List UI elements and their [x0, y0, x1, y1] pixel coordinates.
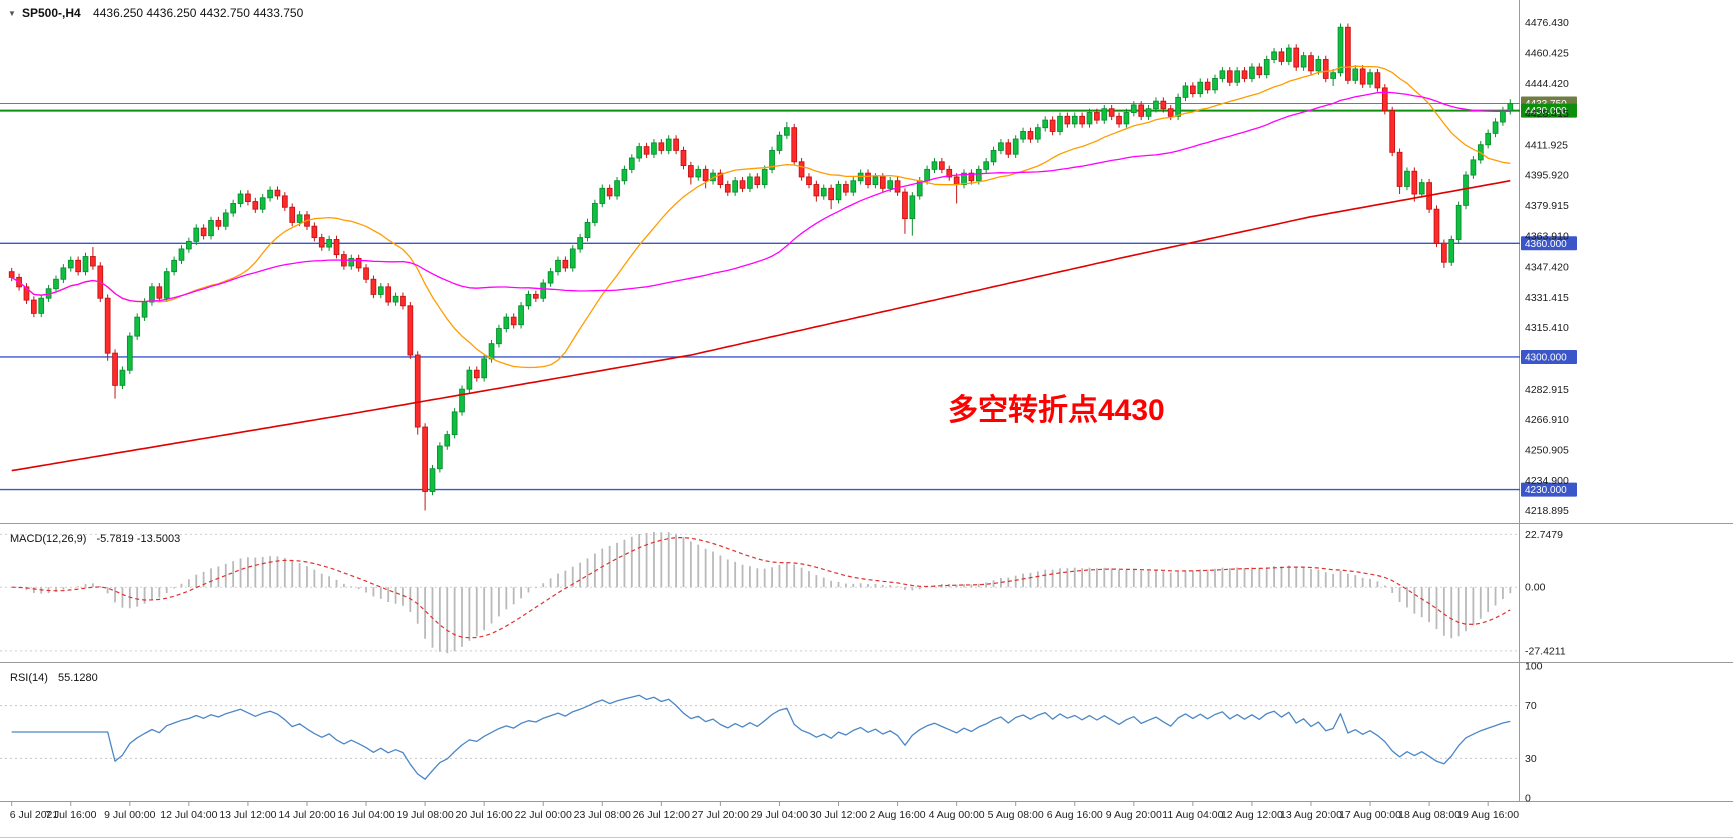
rsi-axis-label: 70 — [1525, 700, 1537, 712]
time-axis-label: 19 Jul 08:00 — [396, 809, 453, 821]
time-axis-label: 4 Aug 00:00 — [929, 809, 985, 821]
time-axis-label: 22 Jul 00:00 — [515, 809, 572, 821]
ohlc-values: 4436.250 4436.250 4432.750 4433.750 — [93, 6, 304, 20]
time-axis-strip[interactable] — [0, 801, 1733, 838]
price-axis-label: 4218.895 — [1525, 505, 1569, 517]
time-axis-label: 30 Jul 12:00 — [810, 809, 867, 821]
rsi-title: RSI(14) — [10, 672, 48, 684]
time-axis-label: 14 Jul 20:00 — [278, 809, 335, 821]
time-axis-label: 12 Aug 12:00 — [1221, 809, 1283, 821]
chart-annotation: 多空转折点4430 — [948, 394, 1165, 427]
time-axis-label: 27 Jul 20:00 — [692, 809, 749, 821]
time-axis-label: 13 Aug 20:00 — [1280, 809, 1342, 821]
ma-fast-line — [11, 65, 1511, 369]
horizontal-price-lines — [0, 103, 1520, 491]
price-axis-label: 4379.915 — [1525, 200, 1569, 212]
price-axis-label: 4331.415 — [1525, 292, 1569, 304]
time-axis-label: 5 Aug 08:00 — [988, 809, 1044, 821]
time-axis-label: 7 Jul 16:00 — [45, 809, 97, 821]
price-line-badge — [1521, 349, 1577, 364]
symbol-dropdown-icon[interactable]: ▼ — [8, 9, 16, 18]
macd-axis-label: 22.7479 — [1525, 529, 1563, 541]
price-axis-label: 4411.925 — [1525, 139, 1568, 151]
price-axis-label: 4250.905 — [1525, 444, 1569, 456]
ma-medium-line — [11, 91, 1511, 303]
price-line-badge-label: 4430.000 — [1525, 106, 1567, 117]
time-axis-label: 9 Jul 00:00 — [104, 809, 156, 821]
price-axis-strip[interactable] — [1519, 0, 1733, 801]
moving-averages — [11, 65, 1511, 472]
macd-axis-label: 0.00 — [1525, 582, 1546, 594]
time-axis-label: 2 Aug 16:00 — [870, 809, 926, 821]
time-axis-label: 11 Aug 04:00 — [1162, 809, 1223, 821]
macd-header: MACD(12,26,9) -5.7819 -13.5003 — [10, 533, 180, 545]
rsi-value: 55.1280 — [58, 672, 98, 684]
price-axis-label: 4347.420 — [1525, 262, 1569, 274]
price-badges: 4433.7504430.0004360.0004300.0004230.000 — [1521, 96, 1577, 497]
rsi-axis-label: 30 — [1525, 753, 1537, 765]
price-axis-label: 4282.915 — [1525, 384, 1569, 396]
time-axis-label: 26 Jul 12:00 — [633, 809, 690, 821]
price-axis-label: 4315.410 — [1525, 322, 1569, 334]
price-line-badge-label: 4360.000 — [1525, 239, 1567, 250]
price-axis-label: 4460.425 — [1525, 47, 1569, 59]
price-axis-label: 4395.920 — [1525, 170, 1569, 182]
price-axis-label: 4234.900 — [1525, 475, 1569, 487]
macd-values: -5.7819 -13.5003 — [96, 533, 180, 545]
time-axis-label: 17 Aug 00:00 — [1339, 809, 1401, 821]
macd-signal-line — [11, 536, 1511, 639]
price-axis-label: 4428.415 — [1525, 108, 1569, 120]
rsi-axis-label: 0 — [1525, 793, 1531, 805]
time-axis-label: 6 Jul 2021 — [10, 809, 59, 821]
symbol-timeframe-label: SP500-,H4 — [22, 6, 81, 20]
price-axis-label: 4476.430 — [1525, 17, 1569, 29]
ma-slow-line — [11, 179, 1511, 472]
rsi-axis-label: 100 — [1525, 661, 1543, 673]
price-axis-label: 4363.910 — [1525, 230, 1569, 242]
time-axis-label: 9 Aug 20:00 — [1106, 809, 1162, 821]
price-line-badge-label: 4300.000 — [1525, 352, 1567, 363]
time-axis-label: 12 Jul 04:00 — [160, 809, 217, 821]
candlesticks — [8, 23, 1514, 511]
price-axis-label: 4444.420 — [1525, 78, 1569, 90]
macd-axis-label: -27.4211 — [1525, 645, 1566, 657]
axis-labels: 4476.430 4460.425 4444.420 4428.415 4411.925… — [10, 17, 1569, 821]
price-axis-label: 4266.910 — [1525, 414, 1569, 426]
macd-title: MACD(12,26,9) — [10, 533, 86, 545]
rsi-panel — [0, 694, 1520, 780]
time-axis-label: 20 Jul 16:00 — [456, 809, 513, 821]
time-axis-label: 23 Jul 08:00 — [574, 809, 631, 821]
macd-panel — [0, 531, 1520, 654]
time-axis-label: 16 Jul 04:00 — [337, 809, 394, 821]
time-axis-label: 6 Aug 16:00 — [1047, 809, 1103, 821]
time-axis-label: 19 Aug 16:00 — [1457, 809, 1519, 821]
time-axis-label: 18 Aug 08:00 — [1398, 809, 1460, 821]
price-line-badge-label: 4230.000 — [1525, 485, 1567, 496]
price-line-badge — [1521, 103, 1577, 118]
chart-header: SP500-,H4 4436.250 4436.250 4432.750 443… — [22, 6, 304, 20]
time-axis-label: 13 Jul 12:00 — [219, 809, 276, 821]
rsi-header: RSI(14) 55.1280 — [10, 672, 98, 684]
rsi-line — [11, 694, 1511, 780]
time-axis-label: 29 Jul 04:00 — [751, 809, 808, 821]
price-line-badge — [1521, 482, 1577, 497]
price-line-badge — [1521, 236, 1577, 251]
